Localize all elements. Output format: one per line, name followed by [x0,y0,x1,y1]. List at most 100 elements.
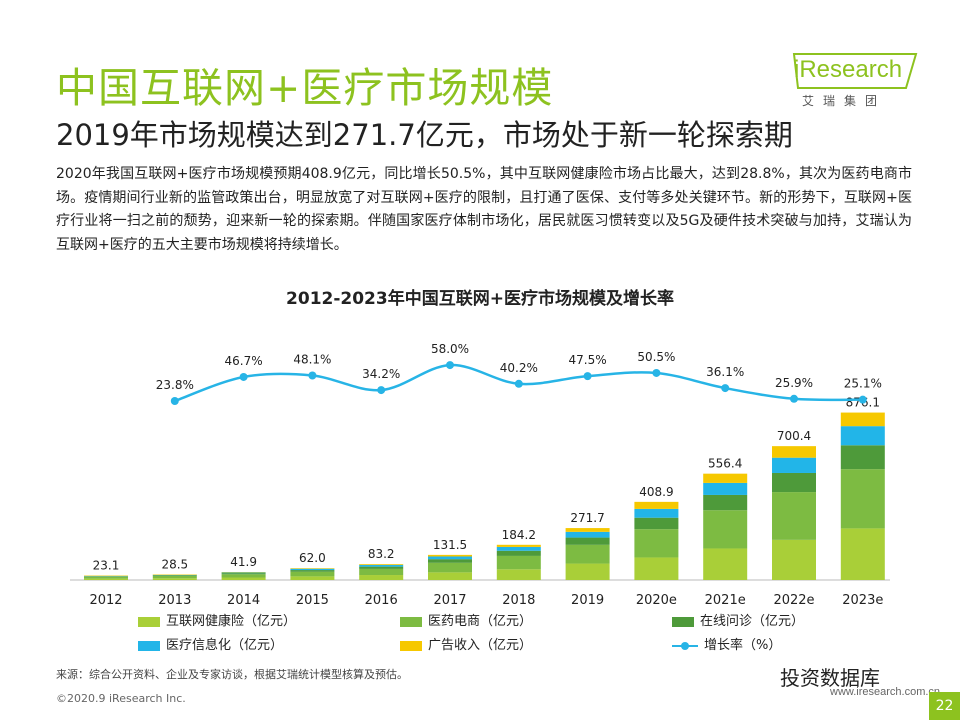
iresearch-logo-shape [792,53,918,89]
bar-segment [496,569,541,580]
growth-rate-label: 48.1% [293,352,331,366]
bar-total-label: 556.4 [708,457,742,471]
bar-segment [840,528,885,580]
intro-paragraph: 2020年我国互联网+医疗市场规模预期408.9亿元，同比增长50.5%，其中互… [56,166,912,253]
legend-label: 增长率（%） [704,638,782,653]
growth-rate-point [239,372,248,381]
source-note: 来源：综合公开资料、企业及专家访谈，根据艾瑞统计模型核算及预估。 [56,668,408,681]
legend-swatch [138,616,160,627]
bar-segment [634,517,679,530]
legend-label: 医药电商（亿元） [428,614,533,629]
bar-segment [840,445,885,470]
bar-segment [840,469,885,529]
bar-segment [703,482,748,495]
bar-segment [152,574,197,576]
bar-segment [703,494,748,511]
bar-segment [428,559,472,563]
bar-segment [496,544,541,547]
market-size-chart: 2012-2023年中国互联网+医疗市场规模及增长率 23.1 2012 28.5 20… [70,288,890,608]
bar-segment [634,501,679,509]
legend-item: 增长率（%） [672,634,781,653]
bar-total-label: 131.5 [433,538,467,552]
iresearch-logo: iResearch [794,56,903,83]
legend-line-swatch [672,640,698,651]
bar-segment [703,510,748,549]
bar-segment [565,528,610,532]
page-title: 中国互联网+医疗市场规模 [56,64,554,112]
growth-rate-label: 58.0% [431,342,469,356]
bar-segment [634,529,679,558]
growth-rate-point [308,371,317,380]
bar-total-label: 28.5 [161,558,188,572]
growth-rate-point [652,368,661,377]
bar-segment [290,568,335,569]
bar-segment [565,563,610,580]
growth-rate-point [790,394,798,403]
bar-segment [84,575,128,577]
x-tick-label: 2017 [433,593,466,608]
bar-segment [772,446,816,458]
x-tick-label: 2012 [89,593,122,608]
bar-segment [359,564,404,567]
legend-swatch [400,640,422,651]
bar-segment [840,426,885,446]
bar-segment [290,570,335,572]
bar-segment [221,577,266,580]
legend-item: 广告收入（亿元） [400,634,532,653]
growth-rate-label: 47.5% [569,353,607,367]
growth-rate-point [721,384,730,393]
legend-swatch [672,616,694,627]
legend-item: 在线问诊（亿元） [672,610,804,629]
x-tick-label: 2018 [502,593,535,608]
growth-rate-point [170,397,179,406]
bar-segment [496,546,541,551]
bar-segment [428,554,472,557]
legend-swatch [400,616,422,627]
iresearch-logo-sub: 艾瑞集团 [802,94,887,108]
x-tick-label: 2022e [773,593,814,608]
bar-segment [221,573,266,575]
footer-url[interactable]: www.iresearch.com.cn [830,686,941,698]
legend-item: 医疗信息化（亿元） [138,634,283,653]
legend-item: 互联网健康险（亿元） [138,610,296,629]
growth-rate-label: 46.7% [225,354,263,368]
bar-segment [428,572,472,580]
bar-total-label: 184.2 [502,528,536,542]
bar-segment [221,574,266,578]
bar-segment [634,557,679,580]
growth-rate-point [446,361,454,370]
bar-total-label: 62.0 [299,551,326,565]
x-tick-label: 2023e [842,593,883,608]
bar-segment [772,457,816,473]
legend-line-dot [681,641,689,650]
bar-segment [359,575,404,580]
growth-rate-point [514,379,523,388]
growth-rate-label: 34.2% [362,367,400,381]
bar-segment [221,571,266,573]
bar-segment [359,566,404,569]
bar-total-label: 700.4 [777,429,811,443]
growth-rate-point [583,372,592,381]
bar-segment [84,576,128,577]
bar-segment [290,576,335,580]
growth-rate-point [377,386,386,395]
bar-segment [703,473,748,483]
legend-label: 医疗信息化（亿元） [166,638,284,653]
bar-segment [84,576,128,579]
growth-rate-label: 23.8% [156,378,194,392]
watermark: 投资数据库 [780,666,880,690]
growth-rate-label: 50.5% [637,350,675,364]
bar-segment [152,578,197,580]
bar-segment [565,531,610,538]
legend-label: 在线问诊（亿元） [700,614,805,629]
bar-total-label: 41.9 [230,555,257,569]
bar-segment [221,572,266,574]
x-tick-label: 2014 [227,593,260,608]
x-tick-label: 2020e [636,593,677,608]
bar-segment [428,562,472,573]
growth-rate-label: 25.9% [775,376,813,390]
bar-total-label: 83.2 [368,547,395,561]
growth-rate-label: 40.2% [500,361,538,375]
growth-rate-point [858,395,867,404]
bar-segment [152,575,197,576]
